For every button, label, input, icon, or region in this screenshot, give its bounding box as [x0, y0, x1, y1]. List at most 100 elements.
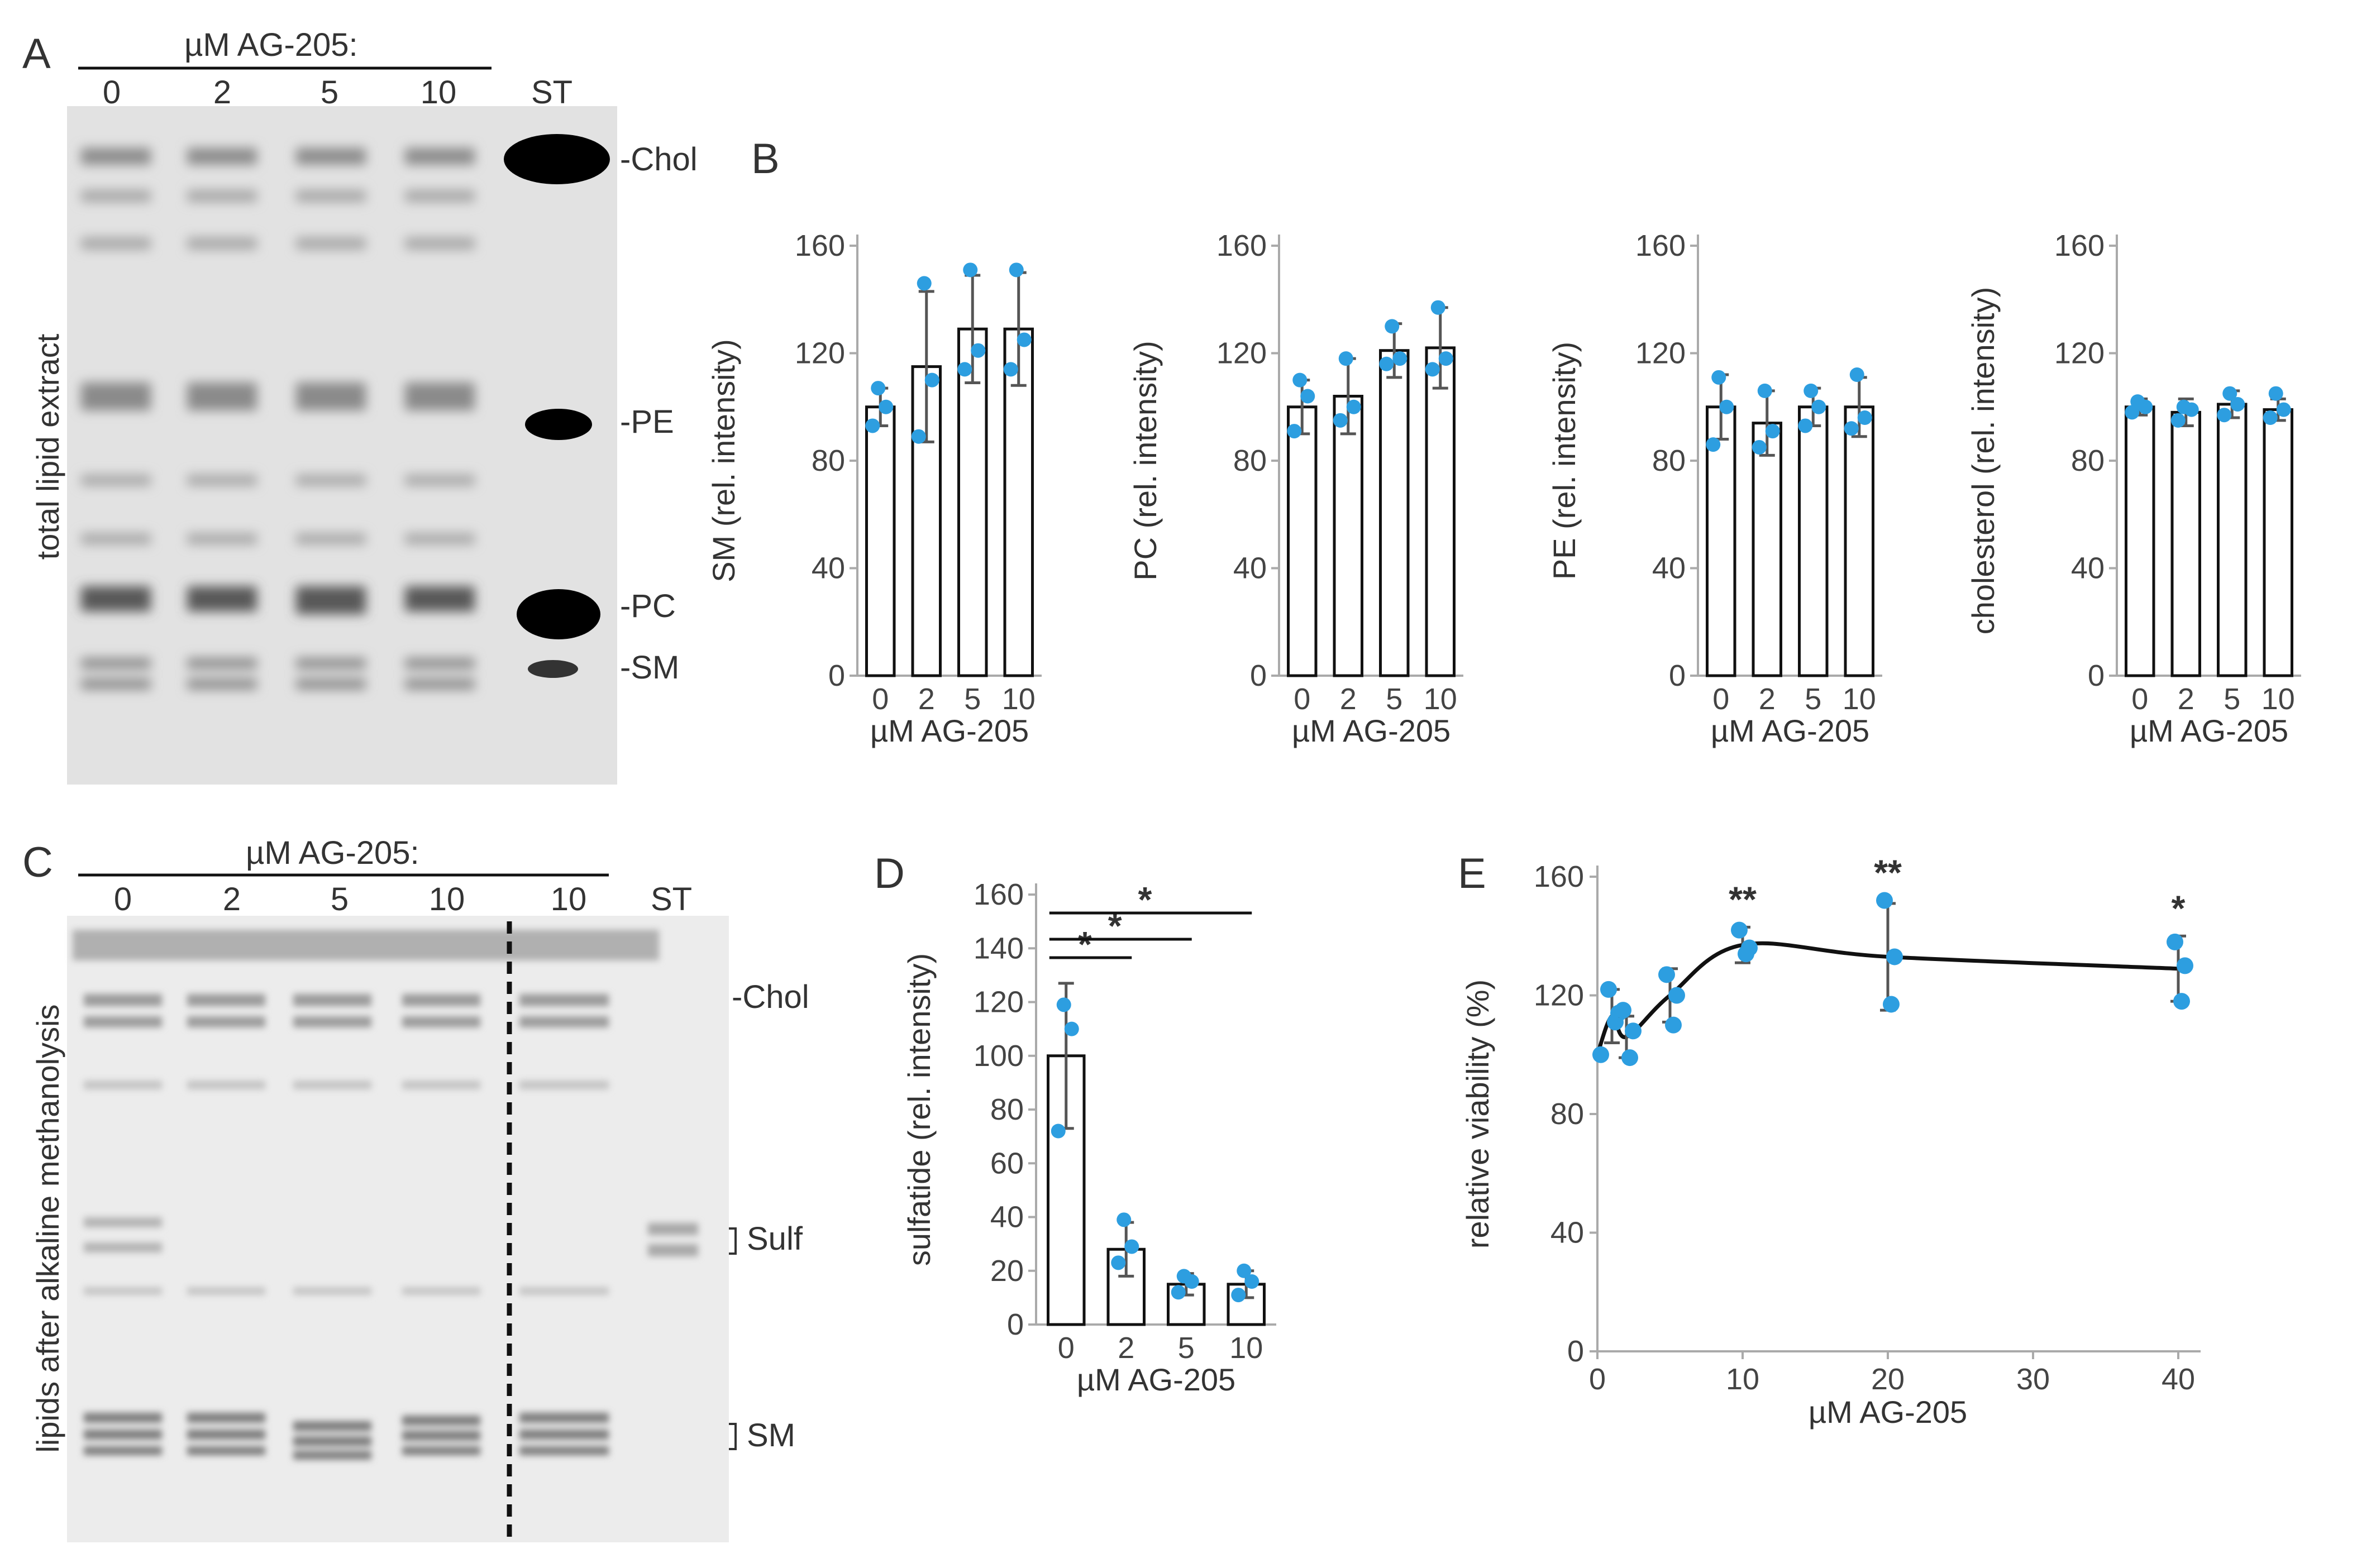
panel-d-data-point: [1237, 1263, 1252, 1278]
panel-e-significance-star: *: [2172, 888, 2186, 928]
panel-e-ytick-label: 80: [1550, 1097, 1584, 1131]
panel-b-chart-data-point: [2268, 386, 2283, 401]
panel-d-y-title: sulfatide (rel. intensity): [901, 953, 937, 1266]
panel-b-chart-data-point: [2217, 408, 2232, 423]
panel-d-ytick-label: 140: [974, 931, 1024, 965]
sm-bracket: [729, 1423, 737, 1450]
panel-b-chart-bar: [957, 327, 988, 677]
panel-b-chart-x-title: µM AG-205: [1711, 713, 1869, 748]
panel-b-chart-data-point: [1392, 351, 1407, 366]
panel-b-chart-ytick-label: 40: [2071, 552, 2105, 585]
panel-b-chart-y-title: PC (rel. intensity): [1128, 341, 1163, 580]
panel-b-chart-data-point: [871, 381, 886, 396]
panel-e-data-point: [1731, 921, 1748, 939]
panel-b-chart-data-point: [1752, 439, 1767, 455]
panel-b-chart-ytick-label: 80: [2071, 444, 2105, 477]
panel-b-chart-ytick-label: 40: [1233, 552, 1267, 585]
panel-a-letter: A: [22, 30, 51, 78]
panel-b-chart-ytick-label: 160: [1635, 229, 1686, 262]
panel-a-lane-5: 5: [321, 74, 338, 111]
panel-e-data-point: [2173, 993, 2190, 1010]
panel-e-data-point: [1621, 1049, 1638, 1067]
panel-b-chart-xtick-label: 0: [872, 682, 889, 716]
panel-e-ytick-label: 0: [1567, 1335, 1584, 1368]
tlc-plate-c: [67, 916, 729, 1542]
panel-e-data-point: [1625, 1022, 1642, 1040]
panel-b-chart-data-point: [1857, 410, 1872, 425]
panel-e-data-point: [1665, 1016, 1682, 1034]
panel-b-chart-xtick-label: 10: [1843, 682, 1876, 716]
panel-b-chart-ytick-label: 80: [1652, 444, 1686, 477]
panel-b-chart-data-point: [971, 343, 986, 358]
panel-b-chart-data-point: [2263, 410, 2278, 425]
panel-b-chart-xtick-label: 10: [1424, 682, 1457, 716]
panel-a-lane-st: ST: [531, 74, 572, 111]
panel-b-chart-data-point: [1798, 418, 1813, 433]
panel-b-chart-ytick-label: 120: [795, 337, 845, 370]
panel-b-chart-bar: [1752, 422, 1782, 677]
panel-b-chart-data-point: [1757, 383, 1772, 398]
panel-b-chart-data-point: [2276, 402, 2291, 417]
panel-e-xtick-label: 30: [2016, 1363, 2050, 1396]
panel-b-chart-xtick-label: 2: [1340, 682, 1357, 716]
panel-b-chart-data-point: [1003, 362, 1018, 377]
panel-b-chart-bar: [1425, 346, 1456, 677]
panel-b-chart-bar: [865, 405, 896, 677]
panel-e-xtick-label: 0: [1589, 1363, 1606, 1396]
panel-b-chart-data-point: [2176, 399, 2191, 414]
panel-b-chart-data-point: [2170, 413, 2186, 428]
panel-e-data-point: [1883, 996, 1900, 1013]
panel-d-letter: D: [874, 850, 905, 897]
panel-b-chart-ytick-label: 0: [1250, 659, 1267, 692]
panel-b-chart-data-point: [917, 276, 932, 291]
panel-e-letter: E: [1458, 850, 1486, 897]
panel-a-lane-2: 2: [213, 74, 231, 111]
panel-d-data-point: [1171, 1285, 1186, 1300]
panel-b-chart-data-point: [1300, 389, 1315, 404]
panel-e-xtick-label: 10: [1726, 1363, 1759, 1396]
panel-e-data-point: [1600, 981, 1617, 998]
panel-b-chart-xtick-label: 5: [1386, 682, 1402, 716]
panel-d-data-point: [1117, 1212, 1132, 1227]
panel-e-data-point: [1668, 987, 1685, 1004]
panel-b-chart-data-point: [1287, 424, 1302, 439]
panel-b-chart-bar: [1333, 395, 1363, 677]
panel-b-chart-xtick-label: 0: [2131, 682, 2148, 716]
panel-e: 0 40 80 120 160 0 10 20 30 40 µM AG-205 relative vi…: [1460, 853, 2201, 1430]
panel-b-chart-data-point: [2222, 386, 2237, 401]
panel-e-data-point: [1615, 1002, 1631, 1019]
band-label-pc-a: -PC: [620, 588, 676, 624]
panel-b-chart-ytick-label: 0: [828, 659, 845, 692]
panel-b-chart-data-point: [1706, 437, 1721, 452]
panel-b-chart-data-point: [1425, 362, 1440, 377]
panel-d-data-point: [1176, 1269, 1191, 1284]
panel-c-lane-10: 10: [429, 881, 465, 917]
panel-d-data-point: [1111, 1255, 1126, 1270]
panel-b-chart-data-point: [911, 429, 926, 444]
panel-b-chart-data-point: [1017, 332, 1032, 347]
panel-b-chart-ytick-label: 80: [812, 444, 845, 477]
panel-d-ytick-label: 0: [1007, 1308, 1024, 1341]
panel-d-data-point: [1064, 1021, 1079, 1036]
panel-b-chart-bar: [2263, 408, 2293, 677]
panel-b-chart-data-point: [2125, 405, 2140, 420]
panel-b-chart-xtick-label: 2: [2178, 682, 2194, 716]
panel-b-chart-data-point: [865, 418, 880, 433]
panel-d-data-point: [1056, 997, 1071, 1012]
panel-a-dose-label: µM AG-205:: [184, 27, 358, 63]
panel-c-lane-2: 2: [223, 881, 241, 917]
panel-b-chart-bar: [1287, 405, 1318, 677]
band-label-chol-a: -Chol: [620, 141, 698, 178]
panel-b-chart-data-point: [1811, 399, 1826, 414]
panel-b-chart-data-point: [1803, 383, 1819, 398]
panel-b-chart-data-point: [1719, 399, 1734, 414]
panel-b-chart-data-point: [1765, 424, 1780, 439]
panel-e-xtick-label: 40: [2162, 1363, 2195, 1396]
panel-b-chart-data-point: [924, 372, 939, 388]
tlc-plate-a-standards: [504, 134, 610, 678]
panel-e-data-point: [2167, 933, 2183, 950]
panel-b-chart-data-point: [1333, 413, 1348, 428]
